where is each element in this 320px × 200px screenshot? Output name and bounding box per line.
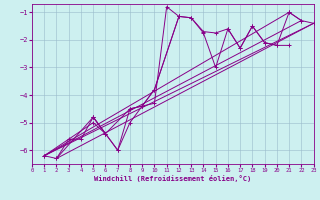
X-axis label: Windchill (Refroidissement éolien,°C): Windchill (Refroidissement éolien,°C) <box>94 175 252 182</box>
